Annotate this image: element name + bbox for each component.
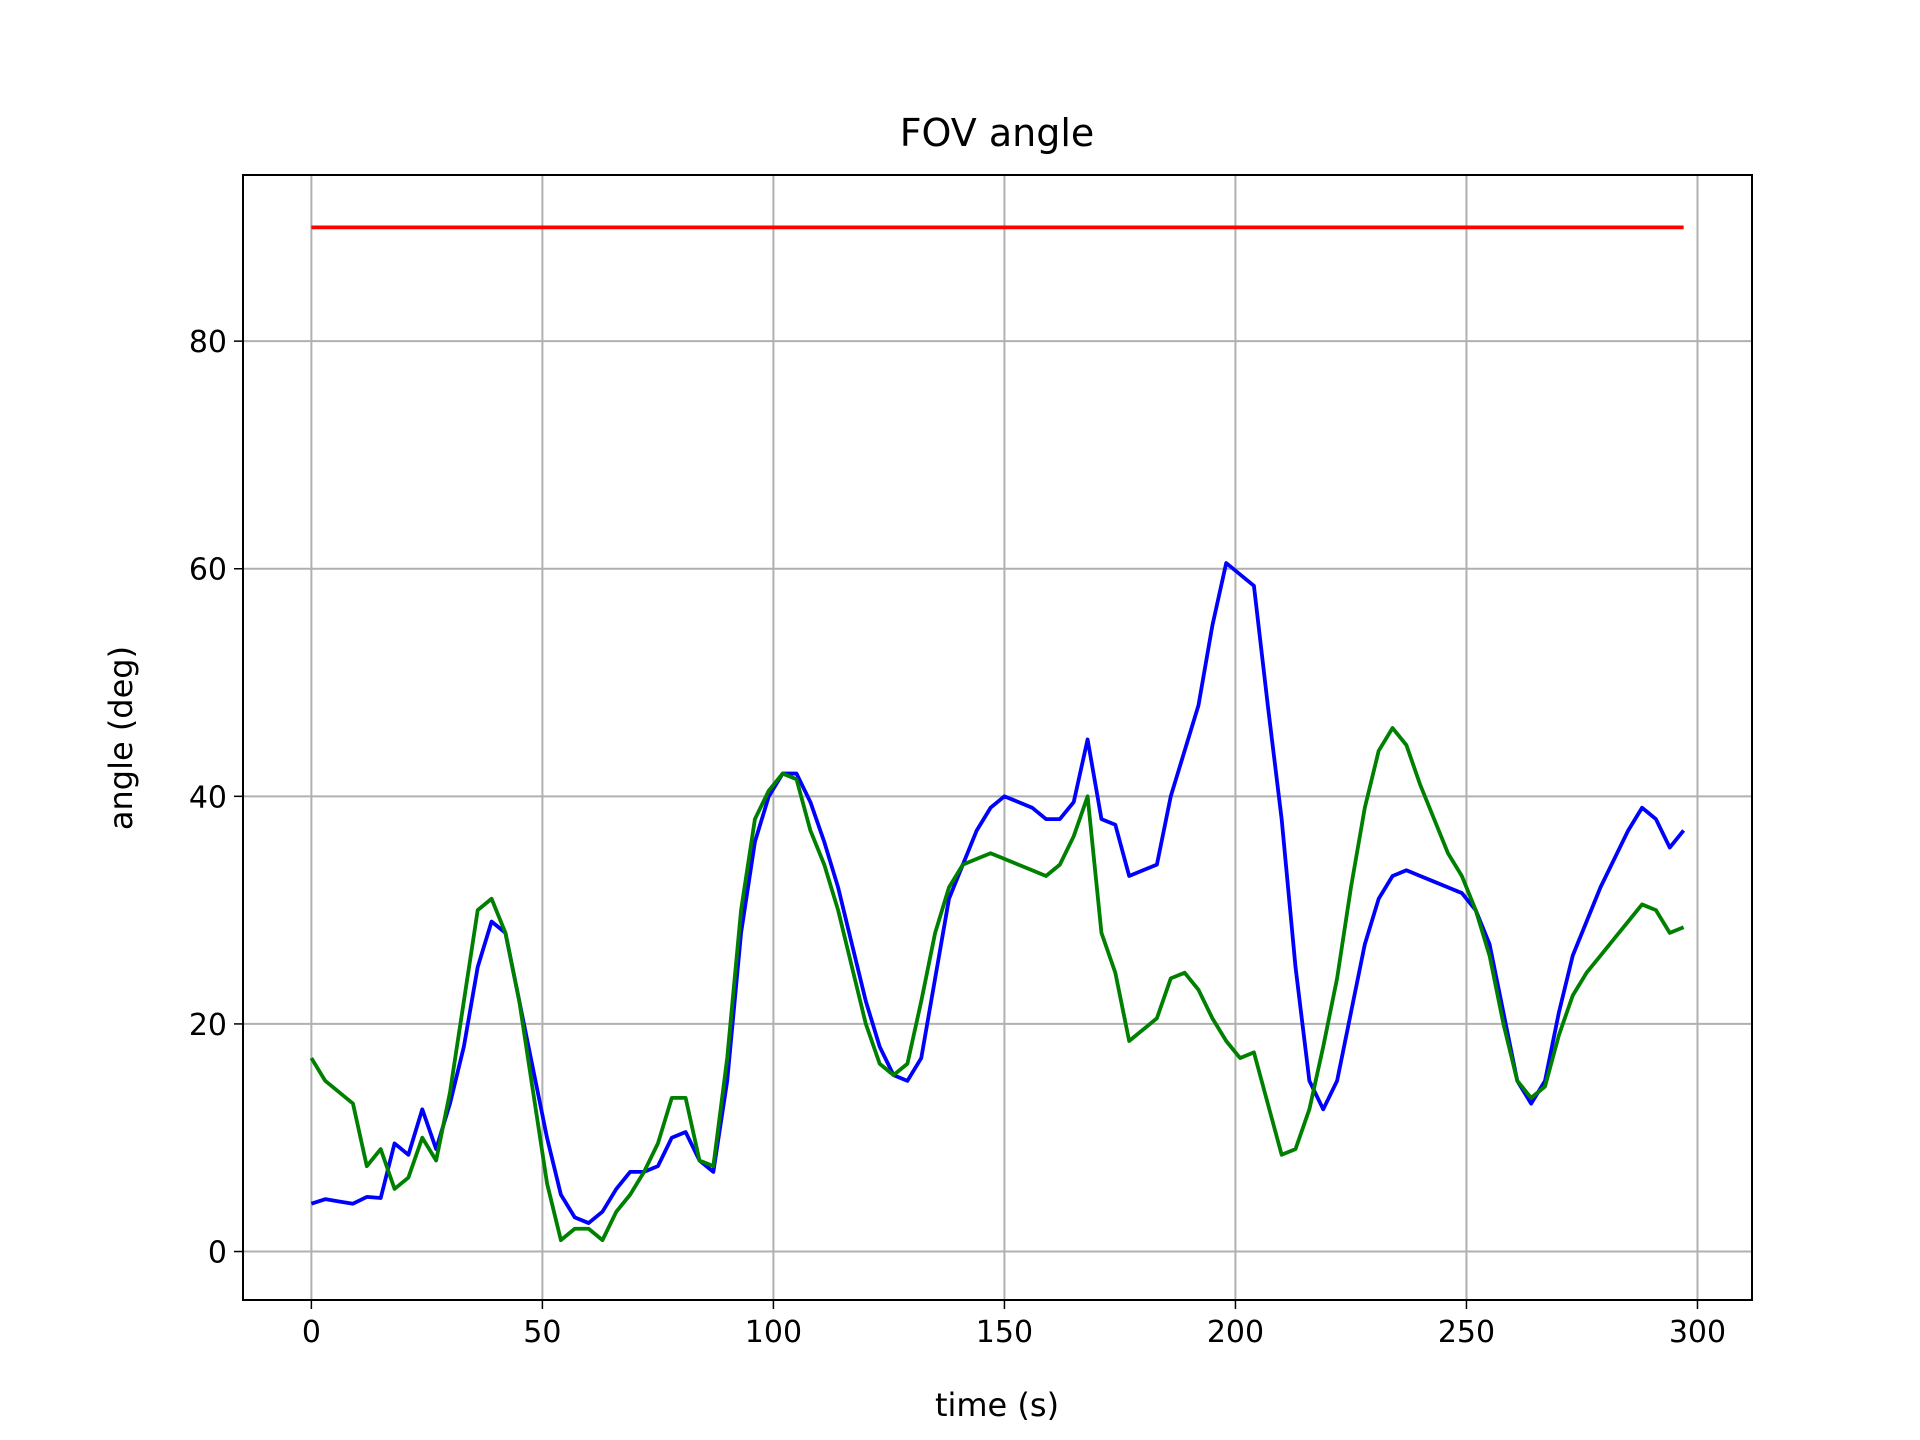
y-tick-label: 40 xyxy=(189,780,227,815)
series-line xyxy=(310,561,1686,1225)
x-tick-label: 150 xyxy=(976,1315,1033,1350)
y-tick-label: 80 xyxy=(189,325,227,360)
y-axis-label: angle (deg) xyxy=(102,646,140,830)
x-tick-label: 200 xyxy=(1207,1315,1264,1350)
x-tick-label: 100 xyxy=(745,1315,802,1350)
chart-title: FOV angle xyxy=(900,111,1095,155)
y-tick-label: 60 xyxy=(189,553,227,588)
x-tick-label: 300 xyxy=(1669,1315,1726,1350)
y-tick-label: 0 xyxy=(208,1236,227,1271)
x-tick-label: 50 xyxy=(523,1315,561,1350)
plot-frame xyxy=(242,174,1753,1301)
y-tick-label: 20 xyxy=(189,1008,227,1043)
x-tick-label: 0 xyxy=(302,1315,321,1350)
x-axis-label: time (s) xyxy=(935,1386,1059,1424)
series-line xyxy=(309,726,1685,1243)
x-tick-label: 250 xyxy=(1438,1315,1495,1350)
